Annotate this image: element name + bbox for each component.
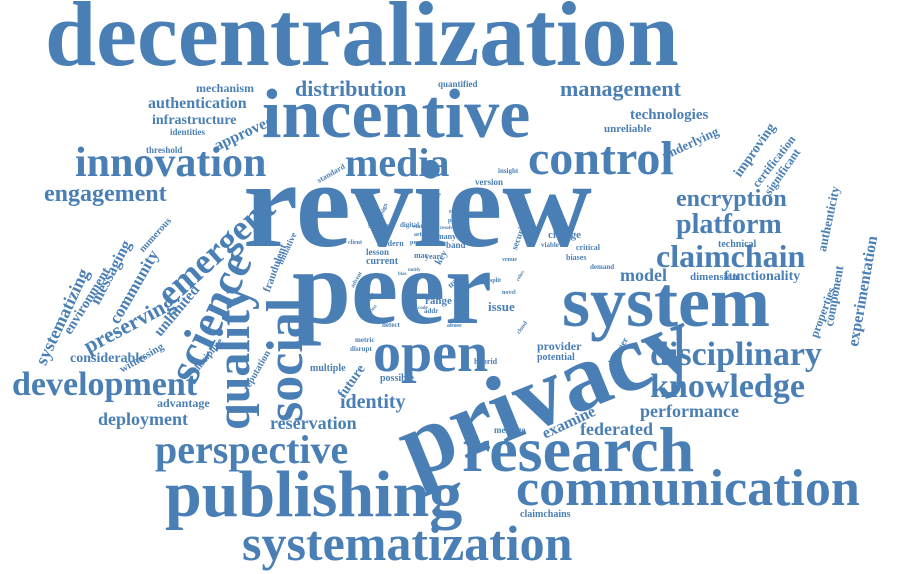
word-provider: provider: [537, 339, 582, 353]
word-communication: communication: [516, 460, 860, 517]
word-metric: metric: [355, 336, 375, 344]
word-infrastructure: infrastructure: [152, 113, 237, 128]
word-incentive: incentive: [262, 76, 531, 153]
word-technologies: technologies: [630, 107, 709, 123]
word-deployment: deployment: [98, 409, 188, 429]
word-research: research: [462, 414, 695, 485]
word-reservation: reservation: [270, 413, 357, 433]
word-split: split: [490, 278, 502, 284]
word-quantified: quantified: [438, 79, 478, 89]
word-advantage: advantage: [157, 396, 210, 410]
word-insight: insight: [498, 167, 519, 175]
word-encryption: encryption: [676, 186, 787, 212]
word-system: system: [562, 262, 770, 342]
word-platform: platform: [676, 209, 782, 240]
word-band: band: [446, 240, 466, 250]
word-disrupt: disrupt: [350, 345, 372, 353]
word-lesson: lesson: [366, 247, 390, 257]
word-venue: venue: [502, 257, 517, 263]
word-range: range: [425, 295, 452, 307]
word-digital: digital: [400, 221, 420, 229]
word-functionality: functionality: [724, 269, 801, 284]
word-message: message: [494, 425, 526, 435]
word-claimchain: claimchain: [656, 238, 806, 274]
word-identities: identities: [170, 127, 205, 137]
word-control: control: [528, 132, 674, 185]
word-biases: biases: [566, 253, 587, 262]
word-knowledge: knowledge: [650, 368, 805, 405]
word-cloud: cloud: [516, 320, 529, 336]
word-engagement: engagement: [44, 181, 167, 207]
word-innovation: innovation: [75, 140, 267, 186]
word-phase: phase: [448, 218, 463, 224]
word-status: status: [413, 224, 429, 230]
word-article: article: [414, 232, 431, 238]
word-modern: modern: [377, 239, 404, 248]
word-success: success: [368, 221, 393, 230]
word-systematization: systematization: [242, 515, 573, 571]
word-identity: identity: [340, 391, 406, 413]
word-resolve: resolve: [440, 226, 455, 231]
word-publishing: publishing: [165, 458, 463, 531]
word-demand: demand: [590, 263, 615, 271]
word-media: media: [345, 140, 450, 185]
word-code: code: [418, 306, 428, 311]
word-threshold: threshold: [146, 145, 183, 155]
word-federated: federated: [580, 419, 653, 439]
word-technical: technical: [718, 239, 757, 250]
word-numerous: numerous: [137, 215, 174, 255]
word-change: change: [548, 229, 581, 241]
word-client: client: [348, 240, 362, 246]
word-bias: bias: [398, 272, 407, 277]
word-addr: addr: [424, 307, 439, 315]
word-notify: notify: [408, 268, 421, 273]
word-distribution: distribution: [295, 76, 407, 101]
word-performance: performance: [640, 401, 739, 421]
word-multiple: multiple: [310, 363, 346, 374]
word-year: year: [425, 252, 441, 261]
word-current: current: [366, 256, 399, 267]
word-mac: mac: [414, 251, 429, 260]
word-novel: novel: [502, 290, 516, 296]
word-authenticity: authenticity: [814, 184, 843, 253]
word-considerable: considerable: [70, 351, 146, 366]
word-review: review: [243, 136, 592, 273]
word-many: many: [437, 232, 457, 241]
word-dimension: dimension: [690, 271, 739, 283]
word-model: model: [620, 265, 667, 285]
word-unreliable: unreliable: [604, 123, 652, 135]
word-critical: critical: [576, 243, 600, 252]
word-perspective: perspective: [155, 427, 349, 472]
word-decentralization: decentralization: [45, 0, 679, 85]
word-disciplinary: disciplinary: [650, 336, 822, 373]
word-abuse: abuse: [447, 323, 462, 329]
word-possible: possible: [380, 373, 414, 384]
word-mechanism: mechanism: [196, 81, 254, 95]
word-hybrid: hybrid: [474, 357, 498, 366]
word-authentication: authentication: [148, 95, 247, 112]
word-detect: detect: [382, 321, 400, 329]
word-issue: issue: [488, 299, 515, 314]
word-peer: peer: [292, 229, 493, 346]
word-potential: potential: [537, 352, 575, 363]
word-viable: viable: [541, 241, 559, 249]
word-claimchains: claimchains: [520, 509, 571, 520]
word-version: version: [475, 177, 503, 187]
word-prone: prone: [410, 240, 425, 246]
word-development: development: [12, 366, 198, 403]
word-open: open: [373, 322, 489, 384]
word-experimentation: experimentation: [845, 234, 882, 348]
word-management: management: [560, 76, 681, 101]
word-entire: entire: [449, 209, 464, 215]
